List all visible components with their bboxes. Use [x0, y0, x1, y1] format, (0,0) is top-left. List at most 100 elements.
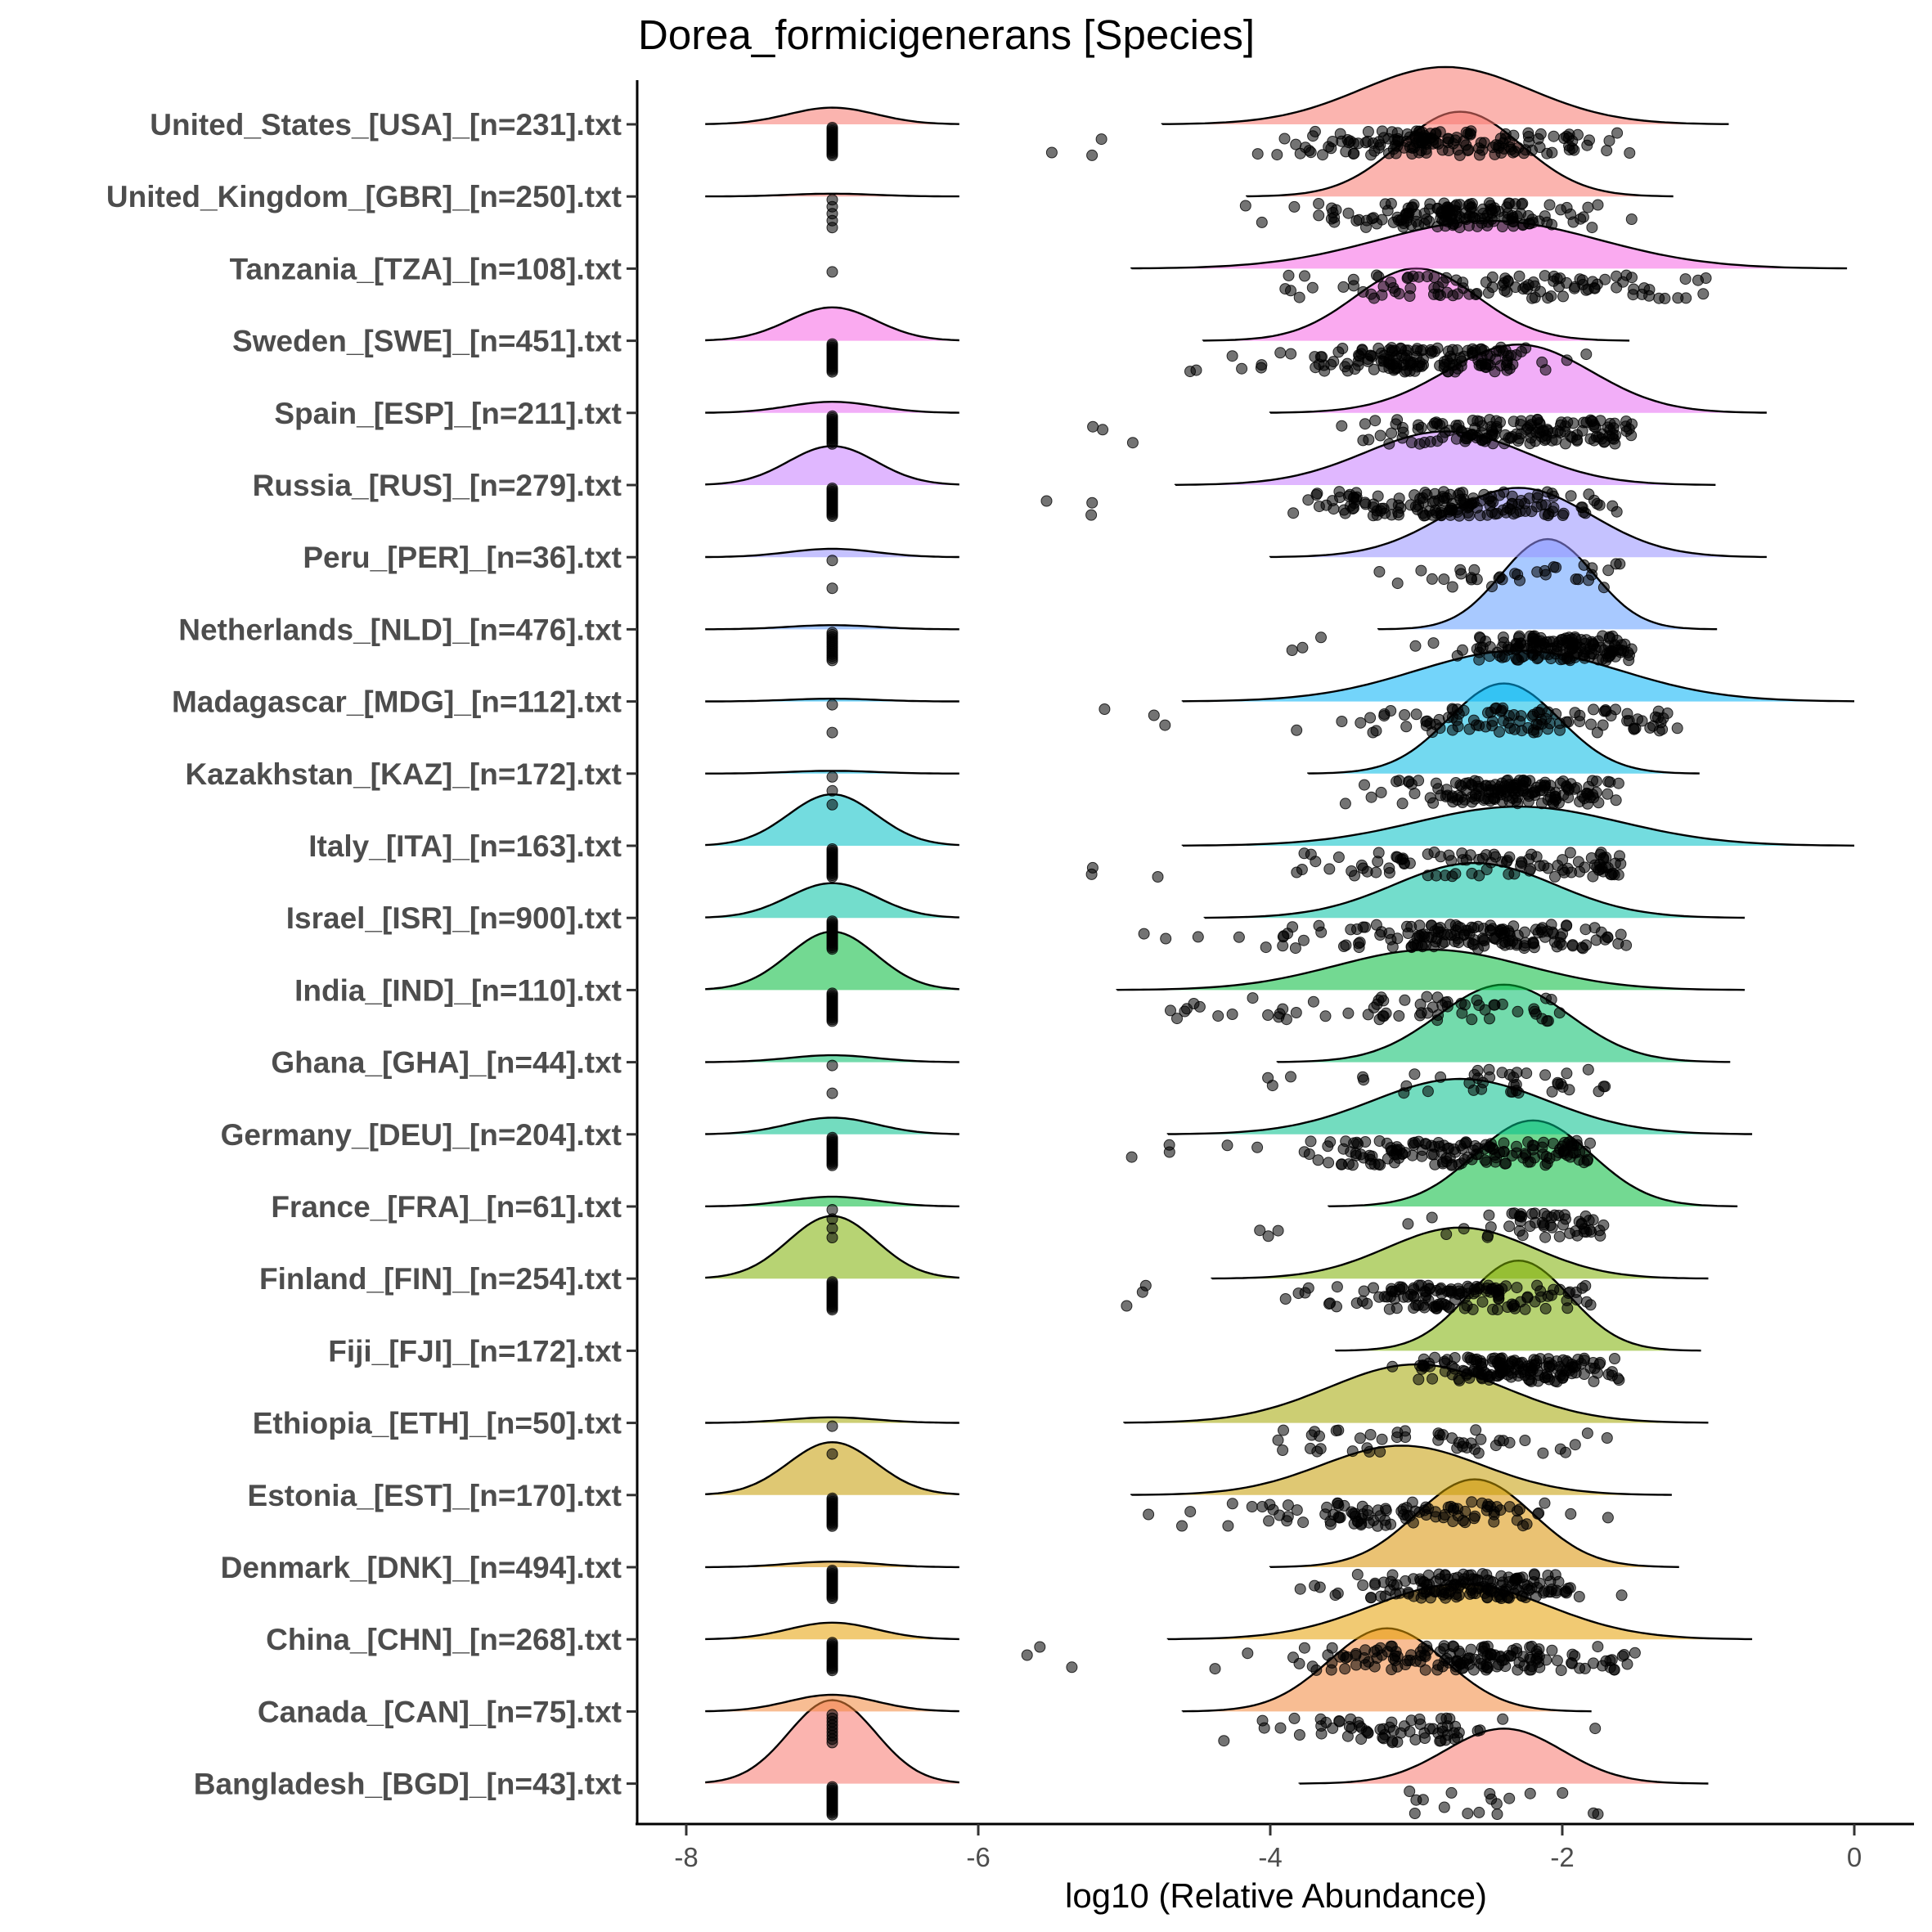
- data-point: [1517, 1364, 1530, 1375]
- density-ridge-outline: [1123, 1363, 1709, 1424]
- data-point: [1331, 1281, 1343, 1293]
- data-point: [1359, 921, 1371, 933]
- data-point: [1373, 1291, 1385, 1303]
- data-point: [1278, 1424, 1289, 1436]
- data-point: [1315, 631, 1327, 644]
- data-point: [1620, 420, 1632, 433]
- data-point: [1503, 717, 1515, 729]
- data-point: [1086, 861, 1099, 874]
- data-point: [1365, 791, 1377, 803]
- data-point: [1323, 1157, 1335, 1169]
- data-point: [1386, 1360, 1399, 1373]
- data-point: [1534, 285, 1547, 298]
- data-point: [1325, 1664, 1337, 1676]
- data-point: [1247, 992, 1259, 1004]
- data-point: [1376, 289, 1388, 301]
- data-point: [1497, 1435, 1509, 1447]
- data-point: [1525, 848, 1538, 860]
- data-point: [1425, 344, 1437, 356]
- data-point: [1371, 509, 1383, 521]
- data-point: [1549, 870, 1561, 883]
- data-point: [1444, 1713, 1456, 1725]
- data-point: [1278, 133, 1291, 145]
- data-point: [1623, 654, 1635, 667]
- data-point: [1620, 269, 1633, 281]
- data-point: [1251, 1141, 1264, 1153]
- data-point: [1457, 487, 1469, 499]
- x-axis-title: log10 (Relative Abundance): [1065, 1876, 1487, 1915]
- data-point: [1489, 1352, 1501, 1364]
- data-point: [1593, 1224, 1606, 1237]
- data-point: [1409, 1808, 1421, 1819]
- data-point: [1350, 1297, 1363, 1310]
- y-label: Israel_[ISR]_[n=900].txt: [286, 901, 622, 935]
- data-point: [1581, 1427, 1593, 1440]
- data-point: [1465, 1643, 1477, 1656]
- data-point: [1362, 126, 1374, 137]
- data-point: [1413, 1373, 1425, 1386]
- data-point: [1465, 202, 1476, 214]
- data-point: [1505, 1358, 1516, 1370]
- data-point: [1476, 1568, 1489, 1580]
- data-point: [1143, 1508, 1155, 1521]
- data-point: [1152, 871, 1164, 883]
- data-point: [1494, 726, 1505, 738]
- data-point: [1561, 201, 1573, 213]
- data-point: [1555, 1665, 1567, 1677]
- points-layer: [826, 122, 1712, 1821]
- data-point: [1385, 1518, 1397, 1530]
- data-point: [1099, 703, 1111, 715]
- data-point: [1313, 209, 1325, 222]
- data-point: [1628, 722, 1640, 735]
- data-point: [1414, 1009, 1426, 1022]
- data-point: [1332, 1497, 1344, 1509]
- y-label: France_[FRA]_[n=61].txt: [271, 1190, 622, 1224]
- data-point: [1525, 505, 1538, 518]
- data-point: [1377, 1723, 1390, 1735]
- data-point: [1521, 1292, 1534, 1304]
- data-point: [1559, 438, 1571, 450]
- data-point: [1458, 1223, 1470, 1235]
- data-point: [1515, 419, 1526, 430]
- density-ridge: [1168, 1079, 1753, 1134]
- data-point: [1409, 1505, 1422, 1517]
- data-point: [1448, 1727, 1460, 1739]
- data-point: [1209, 1663, 1221, 1675]
- data-point: [1541, 486, 1553, 498]
- data-point: [1309, 351, 1321, 363]
- density-ridge: [1204, 863, 1746, 919]
- data-point: [1391, 932, 1404, 945]
- data-point: [1256, 216, 1268, 228]
- data-point: [1322, 1140, 1334, 1152]
- data-point: [1359, 1136, 1372, 1148]
- data-point: [1419, 1138, 1431, 1150]
- data-point: [1436, 208, 1449, 220]
- data-point: [1579, 1280, 1592, 1292]
- y-label: Ghana_[GHA]_[n=44].txt: [271, 1046, 622, 1080]
- data-point: [1418, 1301, 1431, 1314]
- data-point: [1337, 1650, 1350, 1661]
- data-point: [1494, 789, 1507, 801]
- y-label: United_States_[USA]_[n=231].txt: [150, 108, 622, 142]
- zero-point: [826, 222, 838, 234]
- data-point: [1246, 1501, 1258, 1512]
- data-point: [1458, 1302, 1471, 1314]
- data-point: [1325, 358, 1337, 371]
- data-point: [1456, 1007, 1468, 1019]
- data-point: [1396, 421, 1409, 434]
- data-point: [1359, 418, 1371, 430]
- data-point: [1524, 1220, 1536, 1233]
- zero-density-ridge-outline: [705, 1195, 959, 1207]
- data-point: [1565, 1507, 1577, 1520]
- data-point: [1307, 995, 1319, 1008]
- zero-point: [826, 1015, 838, 1027]
- data-point: [1528, 1003, 1540, 1015]
- data-point: [1218, 1735, 1230, 1747]
- y-label: China_[CHN]_[n=268].txt: [266, 1623, 622, 1656]
- data-point: [1605, 710, 1617, 721]
- data-point: [1485, 1585, 1497, 1597]
- data-point: [1414, 1646, 1427, 1658]
- data-point: [1333, 1715, 1346, 1728]
- density-ridge: [1211, 1227, 1709, 1279]
- data-point: [1486, 271, 1498, 283]
